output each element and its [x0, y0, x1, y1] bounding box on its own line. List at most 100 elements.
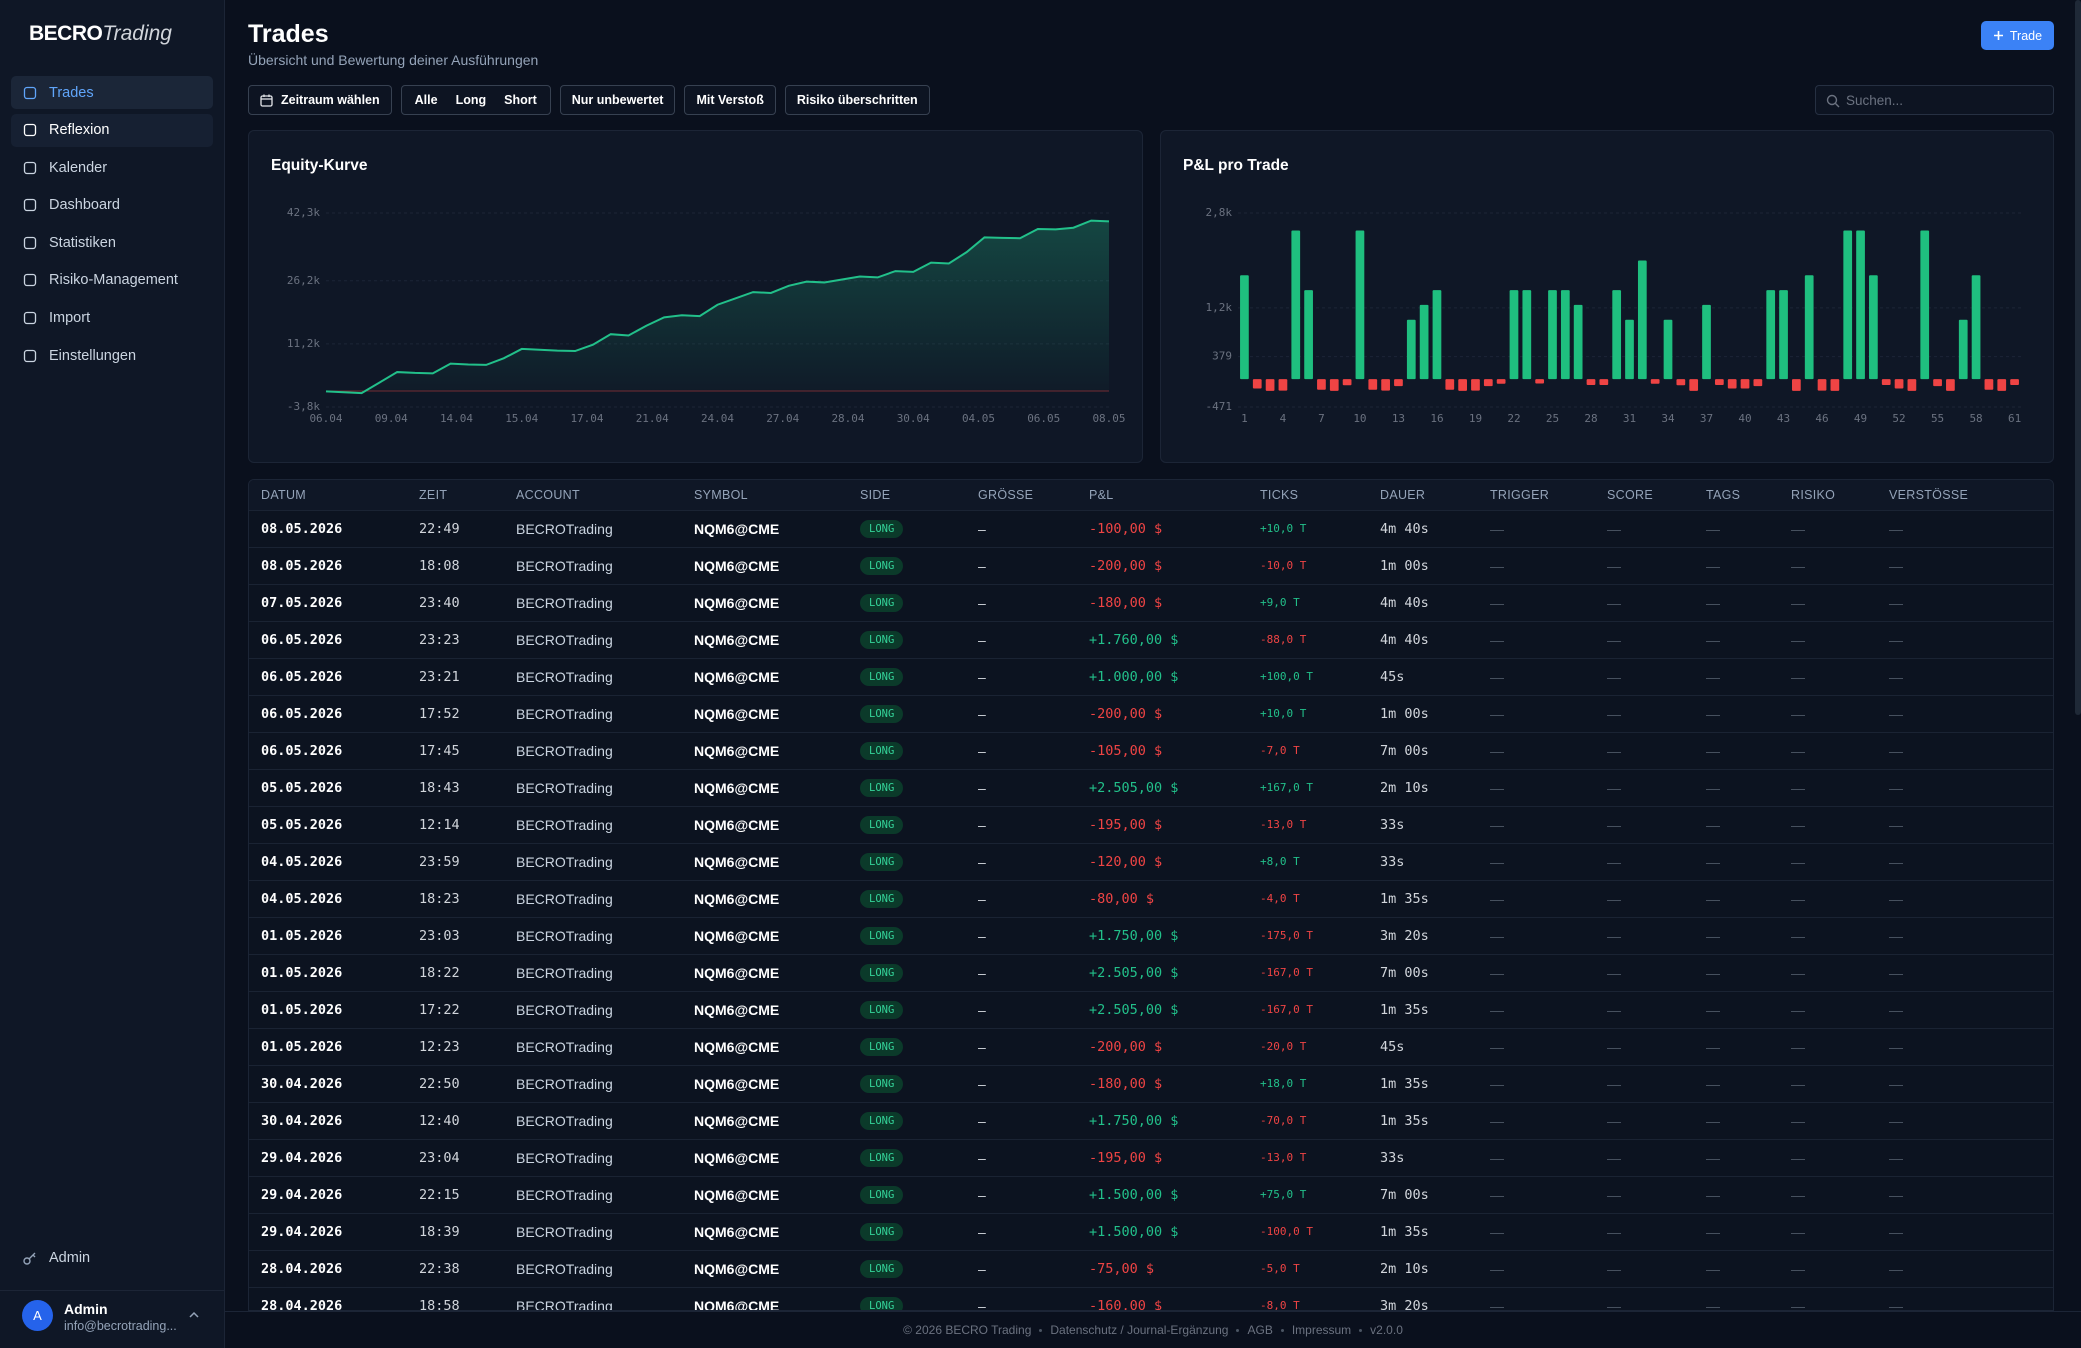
side-option[interactable]: Short [504, 93, 537, 107]
nav-item[interactable]: Import [11, 302, 213, 335]
cell: — [1877, 509, 2053, 547]
column-header[interactable]: TICKS [1248, 480, 1368, 510]
cell: — [1877, 1027, 2053, 1065]
new-trade-button[interactable]: Trade [1981, 21, 2054, 50]
footer-link[interactable]: v2.0.0 [1370, 1323, 1403, 1337]
trade-row[interactable]: 01.05.2026 17:22 BECROTrading NQM6@CME LONG –… [249, 990, 2053, 1028]
column-header[interactable]: RISIKO [1779, 480, 1877, 510]
filter-toggle[interactable]: Nur unbewertet [559, 85, 676, 115]
user-menu[interactable]: A Admin info@becrotrading... [0, 1290, 224, 1348]
cell: 04.05.2026 [249, 879, 407, 917]
cell: — [1877, 768, 2053, 806]
x-tick-label: 17.04 [570, 412, 603, 425]
side-option[interactable]: Alle [414, 93, 438, 107]
cell: — [1595, 1027, 1694, 1065]
logo[interactable]: BECROTrading [29, 22, 172, 46]
nav-icon [23, 311, 37, 325]
trade-row[interactable]: 06.05.2026 17:52 BECROTrading NQM6@CME LONG –… [249, 694, 2053, 732]
trade-row[interactable]: 28.04.2026 22:38 BECROTrading NQM6@CME LONG –… [249, 1249, 2053, 1287]
search[interactable]: Suchen... [1815, 85, 2054, 115]
trade-row[interactable]: 06.05.2026 23:21 BECROTrading NQM6@CME LONG –… [249, 657, 2053, 695]
cell: -167,0 T [1248, 953, 1368, 991]
footer-link[interactable]: Impressum [1291, 1323, 1352, 1337]
bar [1432, 290, 1442, 380]
nav-item[interactable]: Dashboard [11, 189, 213, 222]
cell: — [1694, 1027, 1779, 1065]
trade-row[interactable]: 07.05.2026 23:40 BECROTrading NQM6@CME LONG –… [249, 583, 2053, 621]
x-tick-label: 25 [1546, 412, 1559, 425]
column-header[interactable]: ZEIT [407, 480, 504, 510]
cell: BECROTrading [504, 1101, 682, 1139]
icon-shape [23, 86, 37, 99]
column-header[interactable]: DAUER [1368, 480, 1478, 510]
nav-item[interactable]: Statistiken [11, 226, 213, 259]
column-header[interactable]: ACCOUNT [504, 480, 682, 510]
cell: LONG [848, 694, 966, 732]
nav-item[interactable]: Trades [11, 76, 213, 109]
column-header[interactable]: SIDE [848, 480, 966, 510]
trade-row[interactable]: 29.04.2026 23:04 BECROTrading NQM6@CME LONG –… [249, 1138, 2053, 1176]
column-header[interactable]: TAGS [1694, 480, 1779, 510]
trade-row[interactable]: 01.05.2026 12:23 BECROTrading NQM6@CME LONG –… [249, 1027, 2053, 1065]
trade-row[interactable]: 04.05.2026 23:59 BECROTrading NQM6@CME LONG –… [249, 842, 2053, 880]
cell: LONG [848, 583, 966, 621]
column-header[interactable]: TRIGGER [1478, 480, 1595, 510]
column-header[interactable]: GRÖSSE [966, 480, 1077, 510]
trade-row[interactable]: 08.05.2026 18:08 BECROTrading NQM6@CME LONG –… [249, 546, 2053, 584]
column-header[interactable]: SYMBOL [682, 480, 848, 510]
y-tick-label: -3,8k [287, 400, 320, 413]
trade-row[interactable]: 06.05.2026 23:23 BECROTrading NQM6@CME LONG –… [249, 620, 2053, 658]
x-tick-label: 28.04 [831, 412, 864, 425]
cell: — [1877, 694, 2053, 732]
cell: NQM6@CME [682, 953, 848, 991]
trade-row[interactable]: 05.05.2026 12:14 BECROTrading NQM6@CME LONG –… [249, 805, 2053, 843]
footer-link[interactable]: Datenschutz / Journal-Ergänzung [1050, 1323, 1229, 1337]
cell: – [966, 731, 1077, 769]
trade-row[interactable]: 28.04.2026 18:58 BECROTrading NQM6@CME LONG –… [249, 1286, 2053, 1310]
nav-item[interactable]: Reflexion [11, 113, 213, 147]
trade-row[interactable]: 29.04.2026 18:39 BECROTrading NQM6@CME LONG –… [249, 1212, 2053, 1250]
cell: – [966, 842, 1077, 880]
nav-item[interactable]: Kalender [11, 151, 213, 184]
cell: 06.05.2026 [249, 694, 407, 732]
column-header[interactable]: SCORE [1595, 480, 1694, 510]
cell: — [1478, 1212, 1595, 1250]
filter-toggle[interactable]: Risiko überschritten [784, 85, 930, 115]
column-header[interactable]: VERSTÖSSE [1877, 480, 2053, 510]
trade-row[interactable]: 08.05.2026 22:49 BECROTrading NQM6@CME LONG –… [249, 509, 2053, 547]
side-option[interactable]: Long [455, 93, 487, 107]
x-tick-label: 19 [1469, 412, 1482, 425]
trade-row[interactable]: 30.04.2026 22:50 BECROTrading NQM6@CME LONG –… [249, 1064, 2053, 1102]
x-tick-label: 21.04 [636, 412, 669, 425]
bar [1458, 379, 1467, 391]
cell: — [1478, 509, 1595, 547]
cell: 01.05.2026 [249, 953, 407, 991]
x-tick-label: 55 [1931, 412, 1944, 425]
admin-link[interactable]: Admin [23, 1250, 90, 1266]
nav-item[interactable]: Risiko-Management [11, 264, 213, 297]
trade-row[interactable]: 01.05.2026 23:03 BECROTrading NQM6@CME LONG –… [249, 916, 2053, 954]
filter-toggle[interactable]: Mit Verstoß [684, 85, 776, 115]
footer-link[interactable]: AGB [1247, 1323, 1273, 1337]
date-filter[interactable]: Zeitraum wählen [248, 85, 392, 115]
trade-row[interactable]: 06.05.2026 17:45 BECROTrading NQM6@CME LONG –… [249, 731, 2053, 769]
trade-row[interactable]: 04.05.2026 18:23 BECROTrading NQM6@CME LONG –… [249, 879, 2053, 917]
column-header[interactable]: P&L [1077, 480, 1248, 510]
trade-row[interactable]: 05.05.2026 18:43 BECROTrading NQM6@CME LONG –… [249, 768, 2053, 806]
plus-icon [1993, 31, 2003, 40]
nav-label: Dashboard [49, 197, 120, 214]
column-header[interactable]: DATUM [249, 480, 407, 510]
bar [1740, 379, 1750, 389]
side-badge: LONG [860, 631, 904, 649]
cell: — [1694, 953, 1779, 991]
nav-item[interactable]: Einstellungen [11, 339, 213, 372]
trade-row[interactable]: 30.04.2026 12:40 BECROTrading NQM6@CME LONG –… [249, 1101, 2053, 1139]
trade-row[interactable]: 01.05.2026 18:22 BECROTrading NQM6@CME LONG –… [249, 953, 2053, 991]
bar [1869, 275, 1878, 380]
cell: — [1478, 916, 1595, 954]
cell: BECROTrading [504, 1249, 682, 1287]
cell: — [1877, 879, 2053, 917]
cell: -5,0 T [1248, 1249, 1368, 1287]
trade-row[interactable]: 29.04.2026 22:15 BECROTrading NQM6@CME LONG –… [249, 1175, 2053, 1213]
cell: — [1595, 583, 1694, 621]
